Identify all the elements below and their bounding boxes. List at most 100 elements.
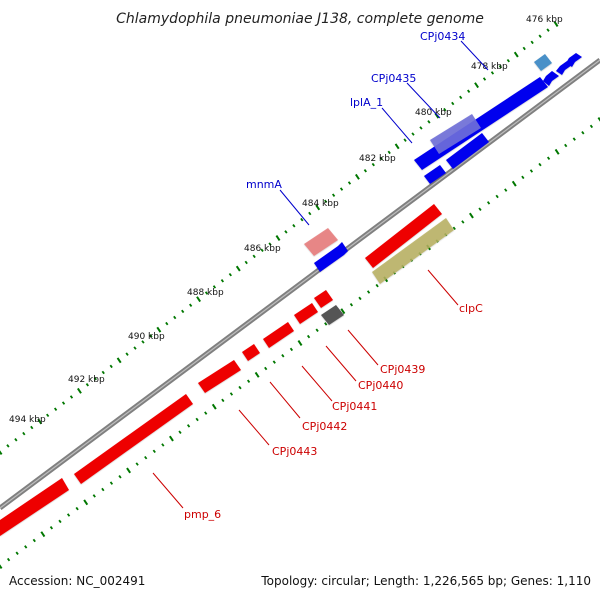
scale-label-494: 494 kbp [9, 415, 46, 425]
scale-label-476: 476 kbp [526, 15, 563, 25]
minor-scale-tick [268, 242, 272, 246]
major-scale-tick [597, 117, 600, 122]
reverse-gene-arrow [0, 478, 69, 536]
minor-scale-tick [371, 162, 375, 167]
forward-gene-arrow [314, 242, 348, 272]
forward-gene-arrow [543, 71, 559, 86]
minor-scale-tick [6, 444, 10, 448]
leader-line [152, 472, 184, 509]
minor-scale-tick [581, 131, 585, 135]
minor-scale-tick [181, 309, 185, 314]
minor-scale-tick [30, 425, 34, 430]
major-scale-tick [468, 212, 474, 219]
minor-scale-tick [101, 370, 105, 375]
lplA-gene-block [430, 114, 481, 154]
minor-scale-tick [133, 346, 137, 350]
scale-label-490: 490 kbp [128, 332, 165, 342]
gene-label-pmp_6: pmp_6 [184, 508, 221, 521]
minor-scale-tick [252, 254, 256, 259]
minor-scale-tick [419, 126, 423, 130]
minor-scale-tick [69, 395, 74, 399]
major-scale-tick [126, 467, 132, 474]
forward-gene-arrow [424, 165, 446, 184]
major-scale-tick [211, 403, 217, 410]
minor-scale-tick [461, 220, 465, 224]
minor-scale-tick [178, 430, 182, 434]
minor-scale-tick [186, 424, 191, 428]
reverse-gene-arrow [198, 360, 241, 393]
reverse-strand-genes [0, 204, 454, 536]
minor-scale-tick [152, 449, 156, 454]
minor-scale-tick [467, 89, 471, 93]
minor-scale-tick [49, 526, 54, 530]
minor-scale-tick [220, 279, 225, 283]
reverse-gene-arrow [314, 290, 333, 308]
major-scale-tick [275, 235, 281, 241]
minor-scale-tick [22, 431, 26, 436]
minor-scale-tick [379, 156, 383, 161]
leader-line [406, 82, 441, 119]
major-scale-tick [553, 21, 559, 27]
minor-scale-tick [92, 494, 96, 498]
minor-scale-tick [358, 296, 362, 301]
gene-label-cpj0435: CPj0435 [371, 72, 416, 85]
minor-scale-tick [125, 352, 129, 356]
minor-scale-tick [246, 379, 251, 383]
minor-scale-tick [165, 321, 169, 326]
gene-label-clpC: clpC [459, 302, 483, 315]
minor-scale-tick [244, 260, 248, 265]
minor-scale-tick [189, 303, 193, 307]
leader-line [325, 345, 357, 382]
minor-scale-tick [149, 334, 153, 338]
minor-scale-tick [538, 34, 542, 38]
major-scale-tick [474, 82, 480, 89]
major-scale-tick [76, 387, 82, 394]
minor-scale-tick [24, 545, 28, 549]
gene-label-mnmA: mnmA [246, 178, 282, 191]
scale-label-492: 492 kbp [68, 375, 105, 385]
minor-scale-tick [529, 169, 534, 173]
topology-text: Topology: circular; Length: 1,226,565 bp… [260, 574, 591, 588]
minor-scale-tick [498, 65, 503, 69]
minor-scale-tick [349, 303, 354, 307]
major-scale-tick [254, 371, 260, 378]
major-scale-tick [354, 173, 360, 180]
minor-scale-tick [212, 285, 217, 289]
leader-line [381, 107, 413, 144]
minor-scale-tick [482, 77, 487, 81]
forward-gene-arrow [446, 133, 489, 169]
scale-label-478: 478 kbp [471, 62, 508, 72]
forward-strand-genes [304, 53, 582, 272]
minor-scale-tick [284, 230, 288, 234]
cpj0434-gene-block [534, 54, 552, 71]
scale-label-480: 480 kbp [415, 108, 452, 118]
minor-scale-tick [366, 290, 371, 294]
major-scale-tick [340, 308, 346, 315]
minor-scale-tick [451, 101, 455, 106]
minor-scale-tick [61, 401, 66, 405]
major-scale-tick [513, 51, 519, 58]
major-scale-tick [554, 148, 560, 155]
mnmA-gene-block [304, 228, 338, 256]
gene-label-cpj0443: CPj0443 [272, 445, 317, 458]
minor-scale-tick [339, 187, 344, 191]
reverse-gene-arrow [74, 394, 193, 484]
major-scale-tick [168, 435, 174, 442]
minor-scale-tick [546, 28, 550, 32]
reverse-gene-arrow [242, 344, 260, 361]
minor-scale-tick [530, 40, 534, 45]
minor-scale-tick [260, 248, 264, 252]
forward-gene-arrow [414, 77, 548, 170]
minor-scale-tick [478, 207, 482, 211]
accession-text: Accession: NC_002491 [9, 574, 145, 588]
leader-line [269, 381, 301, 419]
minor-scale-tick [15, 551, 19, 555]
minor-scale-tick [347, 181, 352, 185]
major-scale-tick [511, 180, 517, 187]
minor-scale-tick [272, 360, 276, 364]
minor-scale-tick [141, 340, 145, 344]
clpC-gene-block [372, 218, 454, 284]
minor-scale-tick [204, 411, 208, 415]
minor-scale-tick [58, 519, 62, 524]
